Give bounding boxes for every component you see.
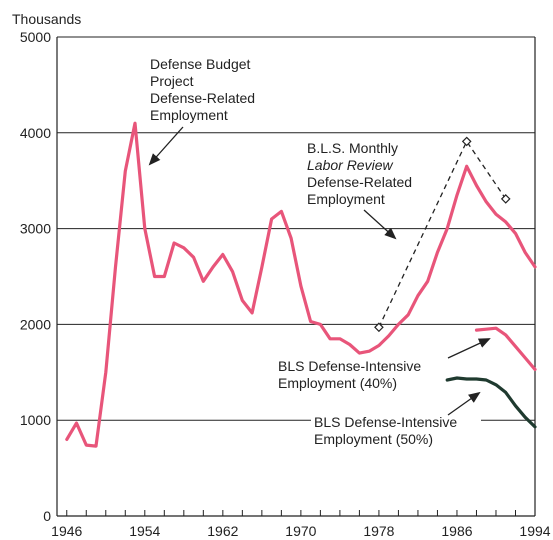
annotation-line: B.L.S. Monthly [307,140,398,156]
data-point-bls_mlr [374,322,384,333]
x-tick-label: 1954 [129,523,160,539]
y-tick-label: 4000 [20,125,51,141]
annotation-line: BLS Defense-Intensive [278,358,421,374]
axes [56,37,536,517]
x-tick-label: 1978 [363,523,394,539]
annotation-bls-mlr: B.L.S. Monthly Labor Review Defense-Rela… [307,140,416,207]
annotation-line: Employment (40%) [278,375,397,391]
annotation-line: Defense Budget [150,56,251,72]
series-line-bls_40 [474,326,537,371]
annotation-arrow-bls-mlr [363,209,397,240]
x-tick-label: 1970 [285,523,316,539]
data-point-bls_mlr [500,194,511,204]
series-group [65,121,537,448]
series-line-defense_budget [65,121,537,448]
annotation-arrow-defense-budget [148,126,184,166]
y-tick-label: 3000 [20,221,51,237]
y-tick-labels: 0 1000 2000 3000 4000 5000 [20,29,51,524]
y-tick-label: 2000 [20,316,51,332]
annotation-arrow-bls-40 [447,338,491,359]
x-tick-labels: 1946 1954 1962 1970 1978 1986 1994 [51,523,551,539]
data-point-bls_mlr [461,136,472,147]
annotation-line: Employment (50%) [314,431,433,447]
annotation-line: Project [150,73,194,89]
annotations: Defense Budget Project Defense-Related E… [148,56,491,448]
annotation-line: BLS Defense-Intensive [314,414,457,430]
y-axis-label: Thousands [12,11,81,27]
annotation-bls-50: BLS Defense-Intensive Employment (50%) [314,414,461,447]
x-tick-label: 1994 [519,523,550,539]
annotation-bls-40: BLS Defense-Intensive Employment (40%) [278,358,425,391]
series-line-bls_50 [445,376,537,429]
annotation-line: Defense-Related [307,174,412,190]
y-tick-label: 5000 [20,29,51,45]
x-tick-label: 1986 [441,523,472,539]
x-tick-label: 1946 [51,523,82,539]
annotation-line: Labor Review [307,157,393,173]
annotation-bls-50-background [311,414,481,448]
annotation-defense-budget: Defense Budget Project Defense-Related E… [150,56,259,123]
x-tick-label: 1962 [207,523,238,539]
annotation-line: Employment [307,191,385,207]
annotation-arrow-bls-50 [447,391,481,416]
y-tick-label: 0 [43,508,51,524]
annotation-line: Employment [150,107,228,123]
annotation-line: Defense-Related [150,90,255,106]
series-line-bls_mlr [378,140,507,328]
y-tick-label: 1000 [20,412,51,428]
